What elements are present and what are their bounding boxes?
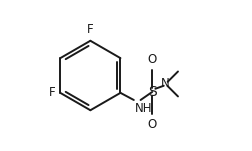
Text: F: F bbox=[49, 86, 56, 99]
Text: O: O bbox=[147, 118, 157, 131]
Text: S: S bbox=[148, 85, 156, 99]
Text: N: N bbox=[161, 77, 170, 90]
Text: NH: NH bbox=[135, 102, 152, 115]
Text: F: F bbox=[87, 23, 94, 36]
Text: O: O bbox=[147, 53, 157, 66]
